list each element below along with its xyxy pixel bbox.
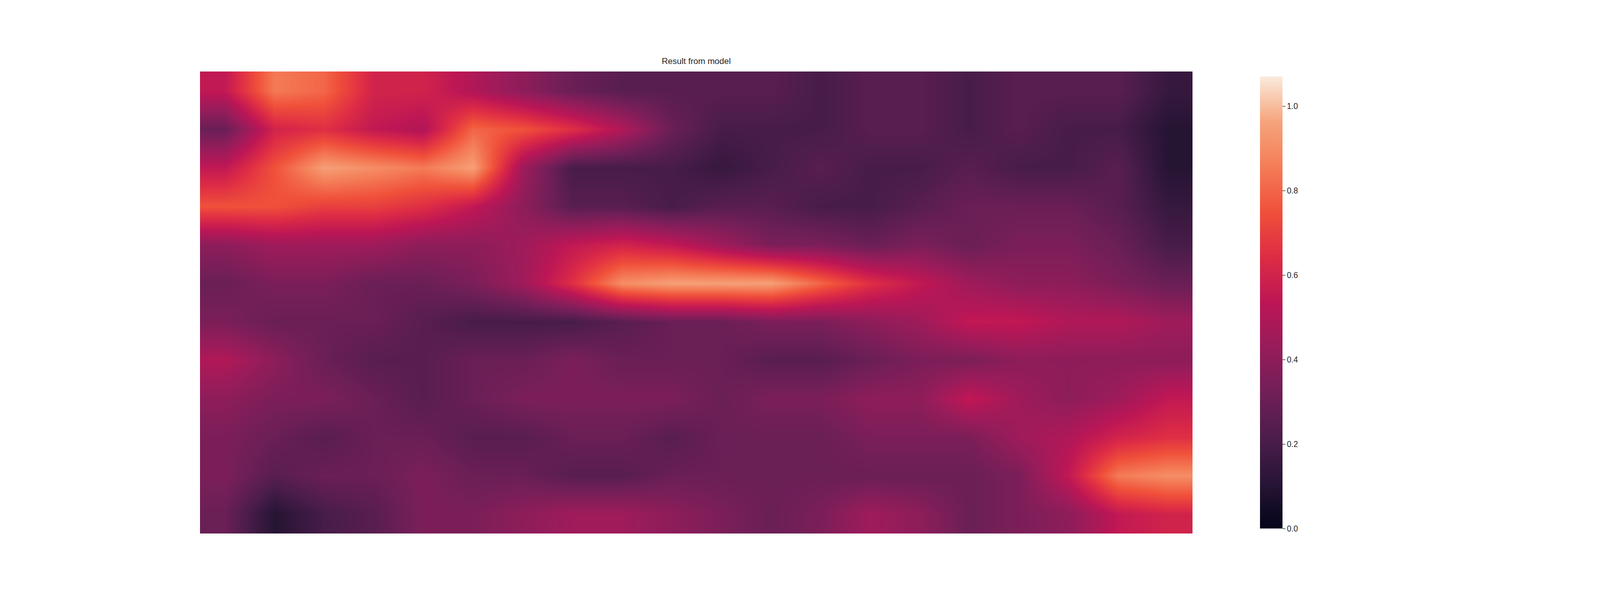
svg-text:0.6: 0.6 (1287, 271, 1298, 280)
svg-text:0.0: 0.0 (1287, 524, 1298, 533)
svg-text:0.4: 0.4 (1287, 355, 1298, 364)
svg-text:1.0: 1.0 (1287, 102, 1298, 111)
svg-text:0.2: 0.2 (1287, 440, 1298, 449)
svg-text:0.8: 0.8 (1287, 186, 1298, 195)
svg-text:Result from model: Result from model (662, 56, 731, 66)
